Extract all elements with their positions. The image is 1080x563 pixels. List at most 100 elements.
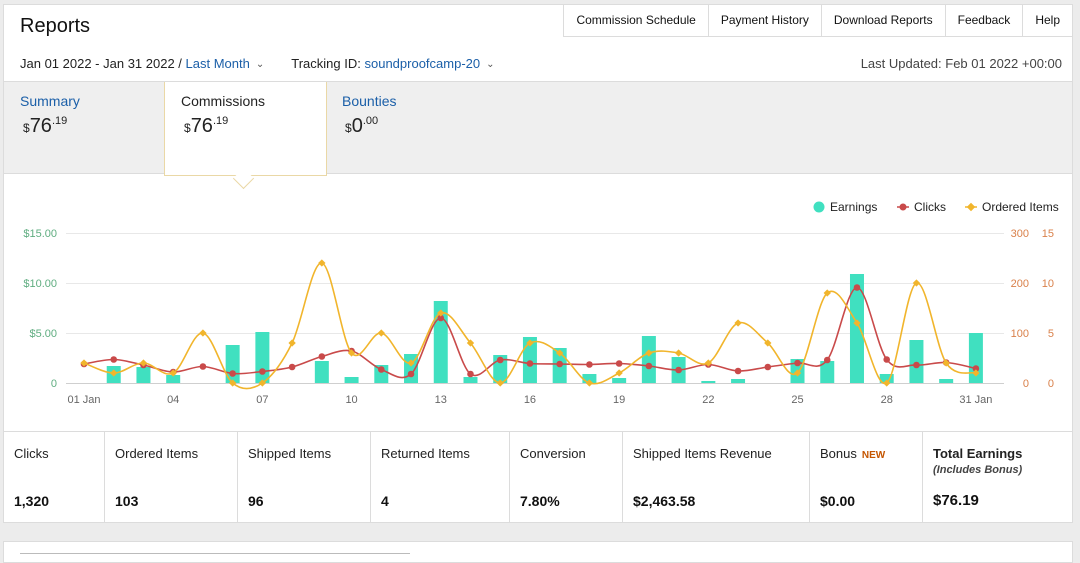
legend-swatch-earnings (813, 201, 825, 213)
y-tick-label-items: 5 (1048, 328, 1054, 340)
payment-history-link[interactable]: Payment History (709, 5, 822, 36)
tracking-id-dropdown[interactable]: soundproofcamp-20 ⌄ (364, 56, 494, 71)
earnings-bar (701, 381, 716, 383)
y-tick-label-clicks: 0 (1023, 378, 1029, 390)
earnings-bar (166, 375, 181, 383)
period-dropdown[interactable]: Last Month ⌄ (186, 56, 265, 71)
tracking-id-value: soundproofcamp-20 (364, 56, 481, 71)
tab-bounties-value: $0.00 (345, 115, 379, 137)
tab-commissions-label: Commissions (181, 93, 266, 109)
y-tick-label-left: 0 (51, 378, 57, 390)
stat-value: 103 (115, 493, 139, 509)
earnings-bar (374, 365, 389, 383)
stat-returned-items: Returned Items 4 (371, 432, 510, 523)
stat-value: 4 (381, 493, 389, 509)
stat-clicks: Clicks 1,320 (4, 432, 105, 523)
stat-ordered-items: Ordered Items 103 (105, 432, 238, 523)
ordered-items-point (80, 359, 88, 367)
clicks-point (378, 366, 385, 373)
ordered-items-point (437, 309, 445, 317)
ordered-items-point (318, 259, 326, 267)
earnings-bar (641, 336, 656, 383)
stat-value: $76.19 (933, 492, 979, 509)
tab-commissions-value: $76.19 (184, 115, 229, 137)
tracking-id-label: Tracking ID: (291, 56, 361, 71)
clicks-point (110, 356, 118, 363)
tab-bounties[interactable]: Bounties $0.00 (342, 82, 462, 173)
earnings-bar (433, 301, 448, 383)
clicks-point (288, 363, 296, 371)
stats-row: Clicks 1,320 Ordered Items 103 Shipped I… (4, 431, 1072, 523)
earnings-bar (255, 332, 270, 383)
stat-shipped-revenue: Shipped Items Revenue $2,463.58 (623, 432, 810, 523)
ordered-items-point (496, 379, 504, 387)
clicks-point (496, 356, 504, 364)
new-badge: NEW (861, 450, 886, 461)
clicks-point (853, 284, 861, 291)
commission-schedule-link[interactable]: Commission Schedule (564, 5, 709, 36)
x-tick-label: 19 (613, 394, 625, 406)
clicks-point (764, 363, 772, 371)
ordered-items-point (764, 339, 772, 347)
date-range-text: Jan 01 2022 - Jan 31 2022 / (20, 56, 182, 71)
tab-bounties-label: Bounties (342, 93, 397, 109)
stat-total-earnings: Total Earnings (Includes Bonus) $76.19 (923, 432, 1072, 523)
stat-label: Bonus NEW (820, 446, 886, 461)
earnings-bar (879, 374, 894, 383)
x-tick-label: 28 (881, 394, 893, 406)
earnings-bar (522, 337, 537, 383)
ordered-items-point (139, 359, 148, 367)
period-label: Last Month (185, 56, 250, 71)
ordered-items-point (734, 319, 742, 327)
x-tick-label: 31 Jan (959, 394, 992, 406)
stat-value: 96 (248, 493, 264, 509)
stat-conversion: Conversion 7.80% (510, 432, 623, 523)
ordered-items-point (615, 369, 623, 377)
stat-label: Shipped Items (248, 446, 332, 461)
tab-commissions[interactable]: Commissions $76.19 (164, 82, 327, 176)
stat-label: Clicks (14, 446, 49, 461)
x-tick-label: 22 (702, 394, 714, 406)
stat-label: Returned Items (381, 446, 470, 461)
ordered-items-point (169, 369, 177, 377)
ordered-items-point (674, 349, 683, 357)
top-nav: Commission Schedule Payment History Down… (563, 5, 1072, 37)
clicks-point (883, 356, 891, 363)
clicks-point (259, 368, 266, 375)
last-updated: Last Updated: Feb 01 2022 +00:00 (860, 56, 1062, 71)
ordered-items-point (793, 369, 802, 377)
earnings-bar (582, 374, 597, 383)
clicks-point (913, 361, 920, 369)
ordered-items-point (853, 319, 861, 327)
earnings-bar (463, 377, 478, 383)
legend-label: Ordered Items (982, 200, 1059, 214)
tab-summary[interactable]: Summary $76.19 (20, 82, 160, 173)
y-tick-label-clicks: 300 (1011, 228, 1029, 240)
chevron-down-icon: ⌄ (486, 59, 495, 70)
filter-bar: Jan 01 2022 - Jan 31 2022 / Last Month ⌄ … (20, 56, 495, 71)
earnings-bar (968, 333, 983, 383)
stat-label: Ordered Items (115, 446, 199, 461)
earnings-bar (314, 361, 329, 383)
next-card (3, 541, 1073, 563)
y-tick-label-left: $10.00 (23, 278, 57, 290)
ordered-items-point (883, 379, 891, 387)
x-tick-label: 04 (167, 394, 179, 406)
clicks-point (407, 370, 415, 378)
clicks-point (199, 363, 207, 370)
stat-value: 1,320 (14, 493, 50, 509)
x-tick-label: 07 (256, 394, 268, 406)
help-link[interactable]: Help (1035, 13, 1060, 27)
feedback-link[interactable]: Feedback (946, 5, 1024, 36)
ordered-items-point (347, 349, 356, 357)
ordered-items-point (258, 379, 267, 387)
download-reports-link[interactable]: Download Reports (822, 5, 946, 36)
stat-value: $0.00 (820, 493, 856, 509)
clicks-point (615, 360, 623, 367)
clicks-point (229, 370, 236, 377)
summary-tabs: Summary $76.19 Commissions $76.19 Bounti… (4, 81, 1072, 176)
y-tick-label-items: 15 (1042, 228, 1054, 240)
clicks-point (823, 356, 831, 364)
earnings-bar (939, 379, 954, 383)
y-tick-label-left: $5.00 (29, 328, 57, 340)
